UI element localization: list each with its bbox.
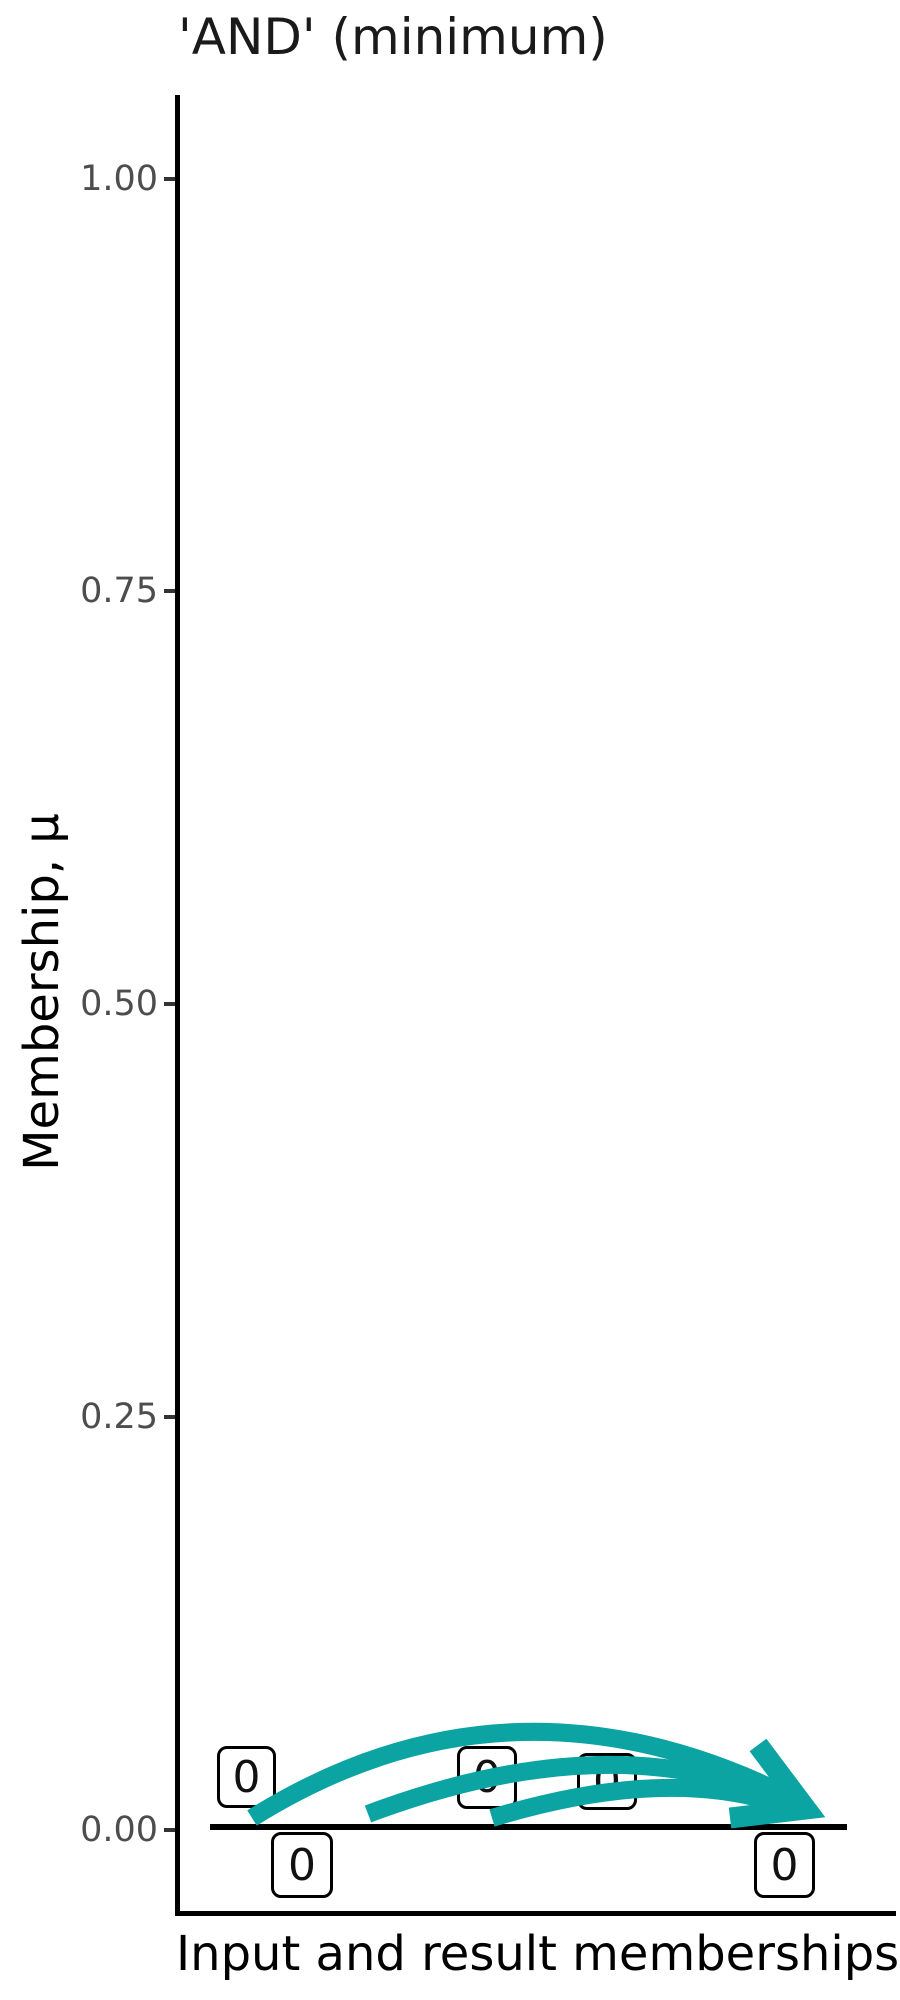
min-arrow-arc-1 <box>247 1722 805 1826</box>
y-tick-mark <box>164 177 178 181</box>
y-tick-label-0-00: 0.00 <box>80 1810 158 1850</box>
x-axis-label: Input and result memberships <box>176 1926 900 1982</box>
min-arrow-arc-3 <box>489 1778 800 1827</box>
y-tick-label-0-75: 0.75 <box>80 571 158 611</box>
membership-value-box-input-3: 0 <box>577 1753 637 1810</box>
membership-value: 0 <box>232 1751 261 1803</box>
arrowhead-icon <box>728 1738 826 1829</box>
membership-value-box-input-1: 0 <box>217 1746 276 1808</box>
y-tick-label-0-50: 0.50 <box>80 984 158 1024</box>
chart-title: 'AND' (minimum) <box>178 8 608 66</box>
y-tick-mark <box>164 589 178 593</box>
y-tick-label-1-00: 1.00 <box>80 159 158 199</box>
membership-value: 0 <box>288 1839 316 1891</box>
membership-value-box-below-left: 0 <box>271 1832 333 1898</box>
membership-value: 0 <box>770 1839 799 1891</box>
y-axis-line <box>175 95 180 1916</box>
membership-value-box-input-2: 0 <box>457 1746 517 1809</box>
membership-value-box-result: 0 <box>754 1832 815 1898</box>
y-tick-mark <box>164 1828 178 1832</box>
y-tick-label-0-25: 0.25 <box>80 1397 158 1437</box>
y-tick-mark <box>164 1415 178 1419</box>
membership-value: 0 <box>473 1752 501 1803</box>
membership-value: 0 <box>593 1756 621 1807</box>
x-axis-line <box>175 1911 896 1916</box>
y-tick-mark <box>164 1002 178 1006</box>
